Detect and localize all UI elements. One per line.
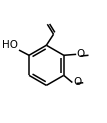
Text: HO: HO <box>2 40 19 50</box>
Text: O: O <box>77 49 85 59</box>
Text: O: O <box>73 77 81 87</box>
